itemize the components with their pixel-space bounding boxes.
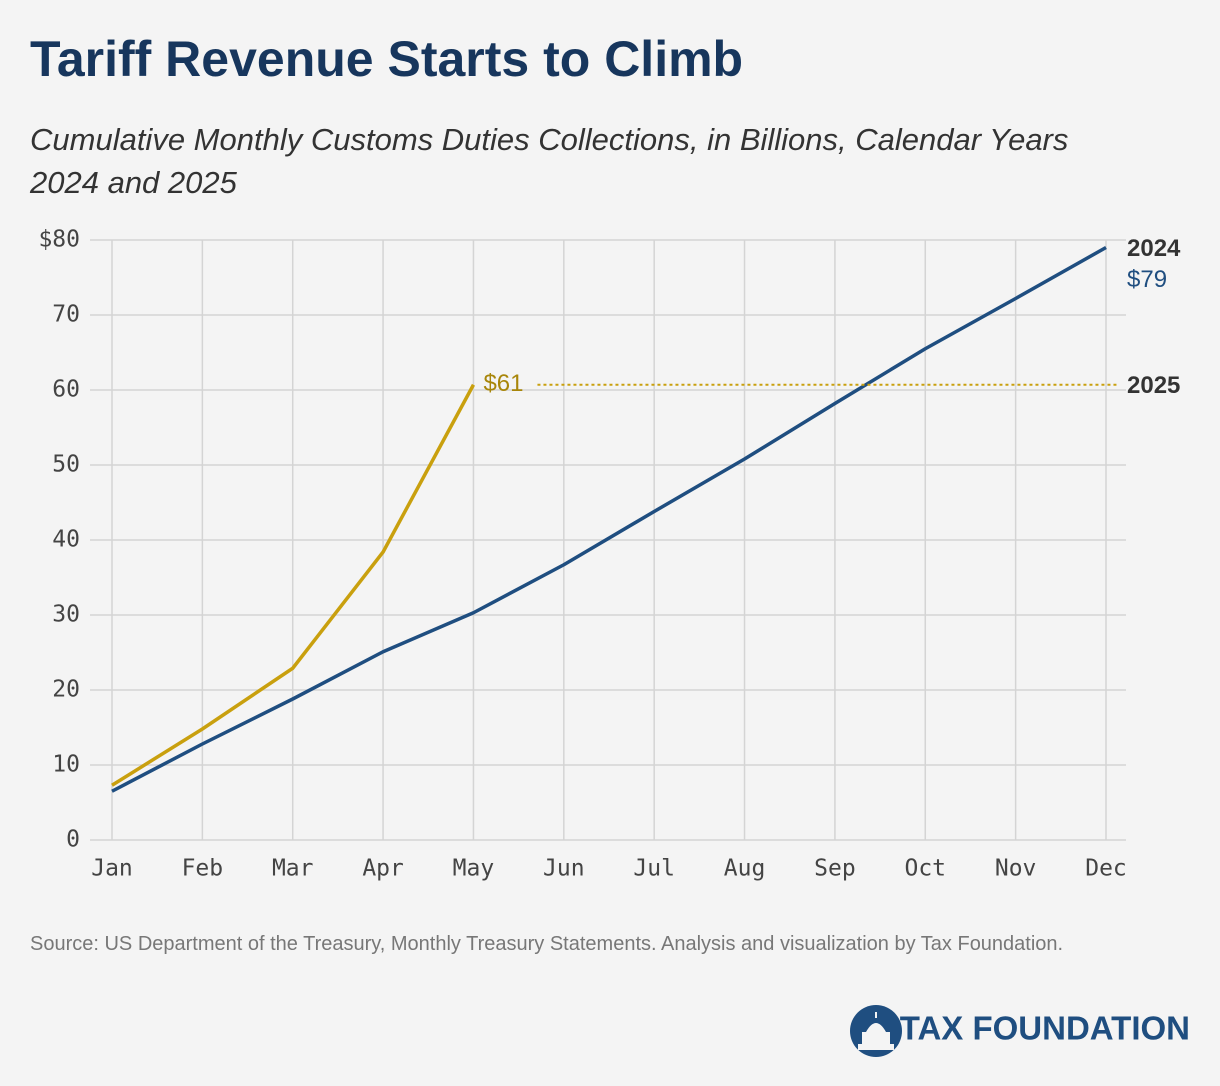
series-label: 2025 [1127, 372, 1180, 399]
x-tick-label: Oct [904, 856, 946, 882]
value-label: $79 [1127, 266, 1167, 293]
x-tick-label: Dec [1085, 856, 1127, 882]
chart-title: Tariff Revenue Starts to Climb [30, 31, 744, 87]
source-note: Source: US Department of the Treasury, M… [30, 933, 1064, 955]
x-tick-label: Nov [995, 856, 1037, 882]
x-tick-label: Sep [814, 856, 856, 882]
y-tick-label: 60 [52, 377, 80, 403]
y-tick-label: 20 [52, 677, 80, 703]
logo-icon [850, 1005, 902, 1057]
y-tick-label: 0 [66, 827, 80, 853]
y-tick-label: $80 [38, 227, 80, 253]
y-tick-label: 30 [52, 602, 80, 628]
logo-text: TAX FOUNDATION [900, 1010, 1190, 1047]
x-tick-label: Feb [182, 856, 224, 882]
series-line [111, 245, 1107, 793]
value-label: $61 [483, 370, 523, 397]
chart-subtitle: Cumulative Monthly Customs Duties Collec… [30, 122, 1069, 200]
x-tick-label: Mar [272, 856, 314, 882]
series-label: 2024 [1127, 235, 1181, 262]
y-tick-label: 70 [52, 302, 80, 328]
y-tick-label: 50 [52, 452, 80, 478]
y-tick-label: 10 [52, 752, 80, 778]
x-tick-label: Jun [543, 856, 585, 882]
x-tick-label: Jan [91, 856, 133, 882]
x-tick-label: Jul [633, 856, 675, 882]
x-tick-label: Aug [724, 856, 766, 882]
y-tick-label: 40 [52, 527, 80, 553]
series-line [111, 383, 475, 787]
x-tick-label: Apr [362, 856, 404, 882]
x-tick-label: May [453, 856, 495, 882]
